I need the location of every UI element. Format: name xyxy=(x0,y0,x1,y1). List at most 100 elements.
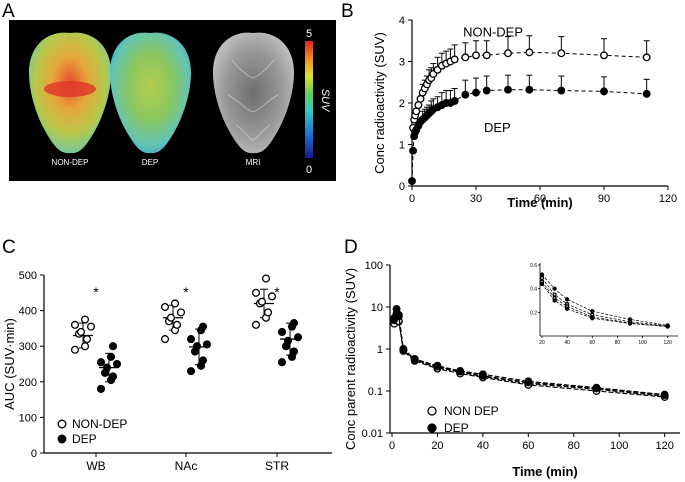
colorbar-unit-label: SUV xyxy=(319,89,331,113)
inset-data-point-dep xyxy=(590,316,595,321)
x-tick-label: 60 xyxy=(522,440,534,452)
inset-data-point-non-dep xyxy=(552,292,557,297)
data-point-non-dep xyxy=(251,288,261,297)
panel-a: A NON-DEP DEP MRI 5 0 SUV xyxy=(2,1,336,181)
y-tick-label: 100 xyxy=(19,412,37,424)
image-label-dep: DEP xyxy=(142,158,158,167)
data-point-non-dep xyxy=(600,51,608,60)
mri-texture xyxy=(227,59,279,141)
legend-label-non-dep: NON DEP xyxy=(444,404,499,418)
x-tick-label: 90 xyxy=(598,193,610,205)
significance-star: * xyxy=(93,284,99,300)
y-tick-label: 1 xyxy=(377,344,383,356)
data-point-dep xyxy=(293,333,303,342)
data-point-dep xyxy=(289,319,299,328)
data-point-non-dep xyxy=(557,49,566,58)
data-point-dep xyxy=(186,335,196,344)
data-point-dep xyxy=(642,89,651,98)
y-tick-label: 500 xyxy=(19,270,37,282)
y-tick-label: 0 xyxy=(31,448,37,460)
data-point-dep xyxy=(112,359,122,369)
data-point-dep xyxy=(482,86,491,95)
series-line-non-dep xyxy=(393,318,665,397)
y-axis-title: Conc parent radioactivity (SUV) xyxy=(343,268,358,450)
inset-data-point-dep xyxy=(665,324,670,329)
data-point-non-dep xyxy=(504,49,512,58)
y-tick-label: 100 xyxy=(365,260,383,272)
annotation-non-dep: NON-DEP xyxy=(463,25,523,40)
data-point-dep xyxy=(277,327,287,337)
data-point-dep xyxy=(456,367,465,376)
inset-data-point-dep xyxy=(552,286,557,291)
data-point-dep xyxy=(409,146,418,155)
data-point-dep xyxy=(461,90,470,99)
panel-label-b: B xyxy=(341,1,354,22)
data-point-dep xyxy=(102,363,112,372)
inset-x-tick-label: 60 xyxy=(590,340,596,346)
x-axis-title: Time (min) xyxy=(512,464,578,479)
x-tick-label: 120 xyxy=(655,440,673,452)
data-point-non-dep xyxy=(76,327,86,337)
data-point-non-dep xyxy=(80,342,90,351)
y-tick-label: 0.01 xyxy=(362,428,383,440)
inset-data-point-dep xyxy=(627,317,633,322)
significance-star: * xyxy=(183,284,189,300)
x-tick-label: 40 xyxy=(477,440,489,452)
legend-marker-non-dep xyxy=(427,406,437,416)
data-point-non-dep xyxy=(170,299,180,308)
brain-non-dep-hotspot xyxy=(44,81,96,97)
data-point-dep xyxy=(433,362,442,371)
data-point-dep xyxy=(198,322,208,331)
data-point-dep xyxy=(186,367,196,376)
data-point-non-dep xyxy=(82,335,92,344)
data-point-non-dep xyxy=(86,322,96,331)
data-point-dep xyxy=(450,96,459,105)
panel-label-c: C xyxy=(2,237,16,258)
inset-y-tick-label: 0.6 xyxy=(530,263,537,269)
data-point-dep xyxy=(557,86,566,95)
legend-label-dep: DEP xyxy=(72,432,97,446)
data-point-dep xyxy=(96,384,106,393)
data-point-non-dep xyxy=(70,320,80,329)
data-point-non-dep xyxy=(70,345,80,354)
inset-x-tick-label: 20 xyxy=(539,340,545,346)
data-point-non-dep xyxy=(482,51,491,60)
y-tick-label: 3 xyxy=(399,57,405,69)
x-tick-label-str: STR xyxy=(265,459,289,473)
data-point-dep xyxy=(283,336,293,345)
inset-x-tick-label: 120 xyxy=(664,340,673,346)
inset-series-line-non-dep xyxy=(541,281,668,327)
x-tick-label: 80 xyxy=(568,440,580,452)
inset-x-tick-label: 100 xyxy=(638,340,647,346)
panel-label-d: D xyxy=(344,237,358,258)
x-tick-label: 60 xyxy=(534,193,546,205)
data-point-dep xyxy=(108,342,118,351)
brain-mri-image xyxy=(212,32,295,154)
data-point-non-dep xyxy=(251,320,261,329)
data-point-dep xyxy=(592,384,601,393)
data-point-dep xyxy=(600,87,608,96)
inset-x-tick-label: 40 xyxy=(564,340,570,346)
data-point-dep xyxy=(289,347,299,356)
colorbar-min-label: 0 xyxy=(306,164,312,176)
panel-c: C 0 100 200 300 400 500 AUC (SUV·min) WB * NAc * ST… xyxy=(2,237,332,473)
panel-d: D 0.01 0.1 1 10 100 0 20 40 60 80 100 120 Time (min)… xyxy=(343,237,680,479)
data-point-dep xyxy=(408,177,416,185)
x-tick-label-nac: NAc xyxy=(175,459,198,473)
data-point-dep xyxy=(525,85,534,94)
data-point-non-dep xyxy=(160,302,170,312)
inset-x-tick-label: 80 xyxy=(615,340,621,346)
inset-data-point-dep xyxy=(564,297,570,302)
inset-background xyxy=(530,256,680,348)
inset-series-line-non-dep xyxy=(541,277,668,327)
y-tick-label: 4 xyxy=(399,15,405,27)
data-point-dep xyxy=(478,371,487,380)
inset-data-point-dep xyxy=(539,281,545,287)
y-tick-label: 300 xyxy=(19,341,37,353)
x-tick-label: 0 xyxy=(389,440,395,452)
data-point-dep xyxy=(410,355,419,364)
x-tick-label: 30 xyxy=(470,193,482,205)
colorbar-max-label: 5 xyxy=(306,28,312,40)
inset-data-point-dep xyxy=(552,298,557,303)
